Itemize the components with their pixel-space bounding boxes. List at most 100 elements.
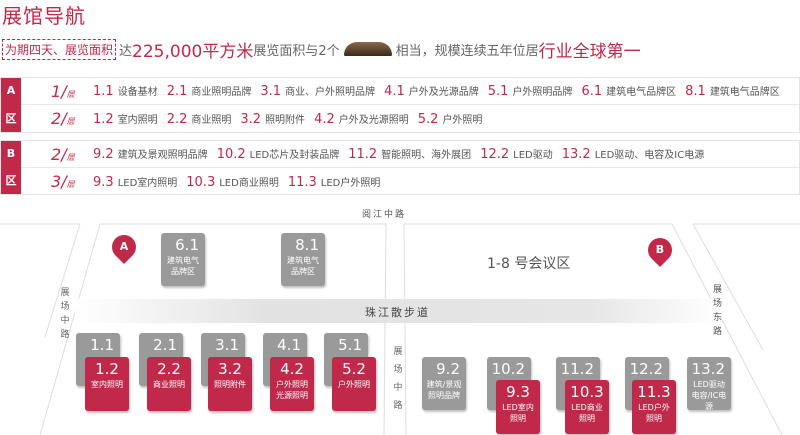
hall-box-number: 13.2: [691, 360, 725, 378]
hall-name: 商业照明: [191, 114, 232, 126]
walkway-label: 珠江散步道: [365, 306, 430, 319]
hall-number: 2.1: [166, 84, 188, 99]
hall-box-2-2[interactable]: 2.2 商业照明: [147, 357, 191, 411]
pin-a-icon[interactable]: A: [107, 230, 141, 264]
floor-number: 3/层: [51, 172, 75, 191]
hall-item[interactable]: 5.1 户外照明品牌: [488, 83, 573, 99]
hall-box-name: 照明附件: [214, 380, 246, 389]
hall-name: LED芯片及封装品牌: [249, 150, 340, 161]
hall-number: 6.1: [581, 84, 603, 99]
floor-digit: 1: [51, 81, 62, 101]
hall-number: 2.2: [166, 111, 188, 127]
hall-item[interactable]: 1.1 设备基材: [93, 83, 158, 99]
hall-name: LED驱动: [513, 150, 553, 161]
road-mid-label: 展场中路: [393, 347, 403, 411]
hall-item[interactable]: 1.2 室内照明: [93, 111, 158, 127]
hall-name: 设备基材: [117, 87, 158, 98]
hall-box-5-2[interactable]: 5.2 户外照明: [332, 357, 376, 411]
floor-number: 2/层: [51, 144, 75, 164]
floor-row: 1/层 1.1 设备基材 2.1 商业照明品牌 3.1 商业、户外照明品牌 4.1 户外及光源品…: [21, 78, 799, 105]
hall-box-6-1[interactable]: 6.1 建筑电气品牌区: [161, 233, 205, 286]
hall-name: 商业照明品牌: [191, 87, 252, 98]
hall-number: 9.2: [93, 147, 114, 162]
hall-box-number: 12.2: [629, 360, 663, 378]
hall-box-1-2[interactable]: 1.2 室内照明: [85, 357, 129, 411]
hall-name: LED商业照明: [219, 177, 279, 189]
hall-name: 建筑电气品牌区: [606, 87, 677, 98]
walkway: [75, 299, 720, 323]
hall-box-number: 5.1: [338, 336, 362, 354]
floor-unit: 层: [66, 117, 75, 126]
hall-box-13-2[interactable]: 13.2 LED驱动电容/IC电源: [687, 357, 731, 411]
hall-box-number: 4.1: [277, 336, 301, 354]
hall-box-number: 1.2: [95, 360, 119, 378]
hall-box-name: 室内照明: [91, 380, 123, 389]
hall-item[interactable]: 13.2 LED驱动、电容及IC电源: [562, 146, 704, 162]
floor-digit: 2: [51, 144, 62, 164]
floor-digit: 3: [51, 172, 62, 191]
intro-text-1: 达: [119, 43, 133, 59]
hall-box-9-2[interactable]: 9.2 建筑/景观照明品牌: [422, 357, 466, 410]
hall-number: 5.2: [417, 111, 439, 127]
hall-item[interactable]: 11.3 LED户外照明: [288, 174, 381, 190]
floor-number: 1/层: [51, 81, 75, 101]
hall-name: 建筑及景观照明品牌: [117, 150, 208, 161]
floor-digit: 2: [51, 109, 62, 128]
hall-item[interactable]: 5.2 户外照明: [418, 111, 483, 127]
intro-rank: 行业全球第一: [538, 41, 641, 62]
hall-item[interactable]: 2.1 商业照明品牌: [167, 83, 252, 99]
floor-row: 2/层 9.2 建筑及景观照明品牌 10.2 LED芯片及封装品牌 11.2 智能照明、海外…: [21, 141, 799, 168]
hall-box-number: 3.2: [218, 360, 242, 378]
hall-item[interactable]: 4.1 户外及光源品牌: [384, 83, 479, 99]
hall-number: 10.3: [186, 174, 216, 190]
hall-name: 商业、户外照明品牌: [285, 87, 376, 98]
hall-name: 照明附件: [265, 114, 306, 126]
road-east-label: 展场东路: [713, 283, 743, 339]
intro-line: 为期四天、展览面积 达 225,000平方米 展览面积与2个 相当，规模连续五年…: [2, 38, 641, 62]
hall-box-number: 11.3: [637, 383, 671, 401]
hall-item[interactable]: 9.3 LED室内照明: [93, 174, 177, 190]
hall-box-name: 建筑电气品牌区: [167, 256, 199, 276]
hall-number: 1.2: [93, 111, 114, 127]
hall-name: 户外及光源照明: [338, 114, 409, 126]
pin-a-label: A: [119, 240, 129, 253]
hall-box-4-2[interactable]: 4.2 户外照明光源照明: [270, 357, 314, 411]
hall-box-number: 1.1: [90, 336, 114, 354]
hall-name: LED室内照明: [117, 177, 178, 189]
hall-box-number: 3.1: [215, 336, 239, 354]
hall-item[interactable]: 12.2 LED驱动: [480, 146, 553, 162]
hall-number: 4.2: [314, 111, 335, 127]
hall-box-number: 2.2: [157, 360, 181, 378]
hall-box-number: 8.1: [295, 236, 319, 254]
hall-box-10-3[interactable]: 10.3 LED商业照明: [565, 380, 609, 434]
hall-box-name: 建筑/景观照明品牌: [426, 380, 462, 400]
hall-item[interactable]: 6.1 建筑电气品牌区: [581, 83, 676, 99]
hall-number: 8.1: [685, 84, 706, 99]
hall-item[interactable]: 3.2 照明附件: [240, 111, 305, 127]
hall-item[interactable]: 10.3 LED商业照明: [186, 174, 279, 190]
hall-box-3-2[interactable]: 3.2 照明附件: [208, 357, 252, 411]
hall-number: 3.1: [260, 84, 282, 99]
hall-box-9-3[interactable]: 9.3 LED室内照明: [496, 380, 540, 434]
floor-row: 2/层 1.2 室内照明 2.2 商业照明 3.2 照明附件 4.2 户外及光源照明 5.2 户外照…: [21, 105, 799, 132]
hall-box-11-3[interactable]: 11.3 LED户外照明: [632, 380, 676, 434]
hall-number: 3.2: [240, 111, 262, 127]
hall-box-number: 10.2: [491, 360, 525, 378]
hall-item[interactable]: 9.2 建筑及景观照明品牌: [93, 146, 208, 162]
hall-name: LED户外照明: [320, 177, 381, 189]
pin-b-icon[interactable]: B: [643, 233, 677, 267]
hall-box-name: LED户外照明: [638, 403, 670, 423]
hall-item[interactable]: 2.2 商业照明: [167, 111, 232, 127]
hall-item[interactable]: 4.2 户外及光源照明: [314, 111, 409, 127]
hall-box-name: LED商业照明: [571, 403, 603, 423]
hall-item[interactable]: 8.1 建筑电气品牌区: [685, 83, 780, 99]
outline-zone-b: [403, 223, 783, 435]
hall-box-8-1[interactable]: 8.1 建筑电气品牌区: [281, 233, 325, 286]
hall-item[interactable]: 10.2 LED芯片及封装品牌: [217, 146, 340, 162]
hall-item[interactable]: 3.1 商业、户外照明品牌: [260, 83, 375, 99]
floor-unit: 层: [66, 152, 75, 162]
hall-number: 13.2: [561, 147, 591, 162]
zone-a-table: A 区 1/层 1.1 设备基材 2.1 商业照明品牌 3.1 商业、户外照明品牌 4.1 户外及光…: [0, 77, 800, 133]
zone-label-text: 区: [5, 174, 17, 187]
hall-item[interactable]: 11.2 智能照明、海外展团: [348, 146, 471, 162]
